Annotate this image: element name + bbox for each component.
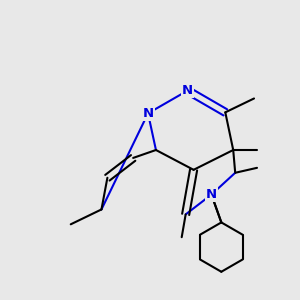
Text: N: N bbox=[142, 107, 154, 120]
Text: N: N bbox=[182, 84, 193, 97]
Text: N: N bbox=[206, 188, 217, 201]
